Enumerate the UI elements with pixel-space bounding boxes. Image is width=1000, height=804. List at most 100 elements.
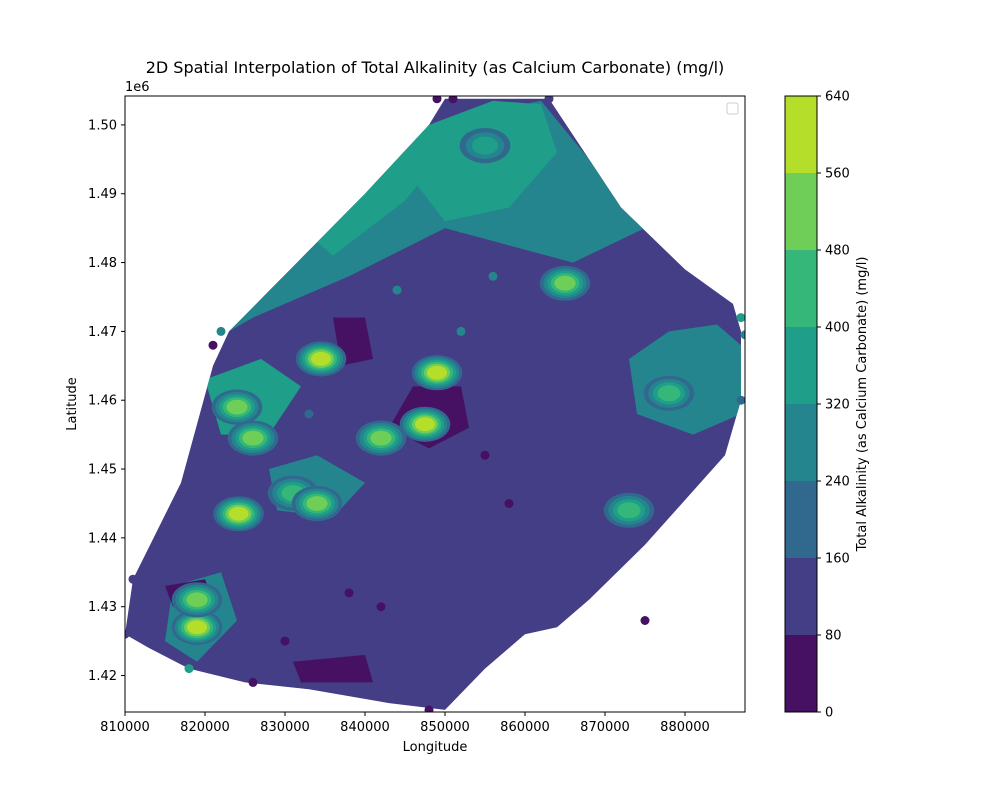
sample-point-18 bbox=[376, 602, 386, 612]
hotspot-0 bbox=[411, 355, 463, 391]
hotspot-9 bbox=[603, 492, 655, 528]
x-tick-label: 860000 bbox=[500, 720, 550, 735]
hotspot-band bbox=[311, 352, 331, 366]
colorbar-tick-label: 0 bbox=[825, 706, 833, 721]
colorbar-ticks: 0 80 160 240 320 400 480 560 640 bbox=[817, 90, 850, 721]
hotspot-band bbox=[186, 592, 208, 608]
colorbar-tick-label: 240 bbox=[825, 475, 850, 490]
hotspot-3 bbox=[211, 389, 263, 425]
x-tick-label: 850000 bbox=[420, 720, 470, 735]
x-tick-label: 880000 bbox=[660, 720, 710, 735]
sample-point-13 bbox=[424, 705, 434, 712]
sample-point-8 bbox=[736, 313, 745, 323]
sample-point-14 bbox=[504, 499, 514, 508]
y-axis-label: Latitude bbox=[65, 377, 80, 431]
colorbar-segment bbox=[785, 327, 817, 404]
x-tick-label: 870000 bbox=[580, 720, 630, 735]
hotspot-13 bbox=[459, 128, 511, 164]
colorbar-segment bbox=[785, 558, 817, 635]
sample-point-20 bbox=[400, 526, 410, 536]
sample-point-2 bbox=[184, 664, 194, 674]
hotspot-band bbox=[306, 496, 328, 511]
sample-point-28 bbox=[304, 409, 314, 419]
sample-point-12 bbox=[248, 677, 258, 687]
contour-region-10 bbox=[293, 654, 373, 683]
colorbar-tick-label: 320 bbox=[825, 398, 850, 413]
hotspot-11 bbox=[291, 485, 343, 522]
hotspot-6 bbox=[171, 582, 223, 618]
hotspot-band bbox=[415, 417, 435, 432]
sample-point-21 bbox=[568, 485, 578, 495]
colorbar-tick-label: 480 bbox=[825, 244, 850, 259]
x-axis-label: Longitude bbox=[403, 740, 468, 755]
colorbar-segment bbox=[785, 173, 817, 250]
hotspot-layer bbox=[171, 128, 695, 645]
y-offset-label: 1e6 bbox=[125, 80, 150, 95]
colorbar-tick-label: 640 bbox=[825, 90, 850, 105]
sample-point-22 bbox=[600, 540, 610, 550]
y-tick-label: 1.48 bbox=[88, 256, 117, 271]
y-tick-label: 1.45 bbox=[88, 463, 117, 478]
hotspot-1 bbox=[355, 420, 407, 456]
colorbar-tick-label: 400 bbox=[825, 321, 850, 336]
colorbar-segment bbox=[785, 481, 817, 558]
y-axis-ticks: 1.42 1.43 1.44 1.45 1.46 1.47 1.48 1.49 1.50 bbox=[88, 118, 125, 684]
hotspot-band bbox=[554, 275, 576, 291]
y-tick-label: 1.44 bbox=[88, 531, 117, 546]
sample-point-29 bbox=[264, 560, 274, 570]
x-axis-ticks: 810000 820000 830000 840000 850000 860000 8700… bbox=[100, 712, 710, 735]
hotspot-band bbox=[617, 502, 641, 519]
hotspot-7 bbox=[295, 341, 347, 377]
sample-point-15 bbox=[280, 636, 290, 646]
colorbar-segment bbox=[785, 635, 817, 712]
sample-point-6 bbox=[448, 96, 458, 104]
sample-point-31 bbox=[160, 602, 170, 612]
sample-point-0 bbox=[125, 629, 130, 639]
sample-point-9 bbox=[740, 330, 745, 340]
sample-point-27 bbox=[344, 326, 354, 336]
hotspot-band bbox=[657, 385, 681, 402]
x-tick-label: 810000 bbox=[100, 720, 150, 735]
colorbar bbox=[784, 95, 818, 713]
colorbar-segment bbox=[785, 96, 817, 173]
sample-point-4 bbox=[216, 326, 226, 336]
x-tick-label: 830000 bbox=[260, 720, 310, 735]
y-tick-label: 1.49 bbox=[88, 187, 117, 202]
hotspot-2 bbox=[539, 265, 591, 301]
plot-content bbox=[125, 96, 745, 712]
sample-point-25 bbox=[488, 271, 498, 281]
sample-point-30 bbox=[200, 533, 210, 543]
plot-frame bbox=[124, 95, 746, 713]
colorbar-tick-label: 80 bbox=[825, 629, 842, 644]
y-tick-label: 1.46 bbox=[88, 394, 117, 409]
sample-point-7 bbox=[544, 96, 554, 104]
colorbar-tick-label: 160 bbox=[825, 552, 850, 567]
y-tick-label: 1.43 bbox=[88, 600, 117, 615]
colorbar-segment bbox=[785, 250, 817, 327]
chart-title: 2D Spatial Interpolation of Total Alkali… bbox=[146, 58, 725, 77]
x-tick-label: 840000 bbox=[340, 720, 390, 735]
sample-point-3 bbox=[208, 340, 218, 350]
y-tick-label: 1.42 bbox=[88, 669, 117, 684]
y-tick-label: 1.50 bbox=[88, 118, 117, 133]
y-tick-label: 1.47 bbox=[88, 325, 117, 340]
hotspot-8 bbox=[399, 406, 451, 442]
sample-point-19 bbox=[520, 602, 530, 612]
sample-point-11 bbox=[640, 616, 650, 625]
sample-point-23 bbox=[656, 457, 666, 467]
legend-box[interactable] bbox=[726, 102, 739, 115]
sample-point-1 bbox=[128, 574, 138, 584]
hotspot-band bbox=[187, 620, 207, 635]
sample-points-layer bbox=[125, 96, 745, 712]
colorbar-segment bbox=[785, 404, 817, 481]
sample-point-10 bbox=[736, 395, 745, 405]
hotspot-band bbox=[370, 430, 392, 446]
hotspot-5 bbox=[171, 609, 223, 645]
hotspot-14 bbox=[227, 420, 279, 456]
sample-point-33 bbox=[456, 326, 466, 336]
hotspot-band bbox=[427, 365, 447, 380]
sample-point-16 bbox=[480, 450, 490, 460]
colorbar-label: Total Alkalinity (as Calcium Carbonate) … bbox=[855, 257, 870, 553]
